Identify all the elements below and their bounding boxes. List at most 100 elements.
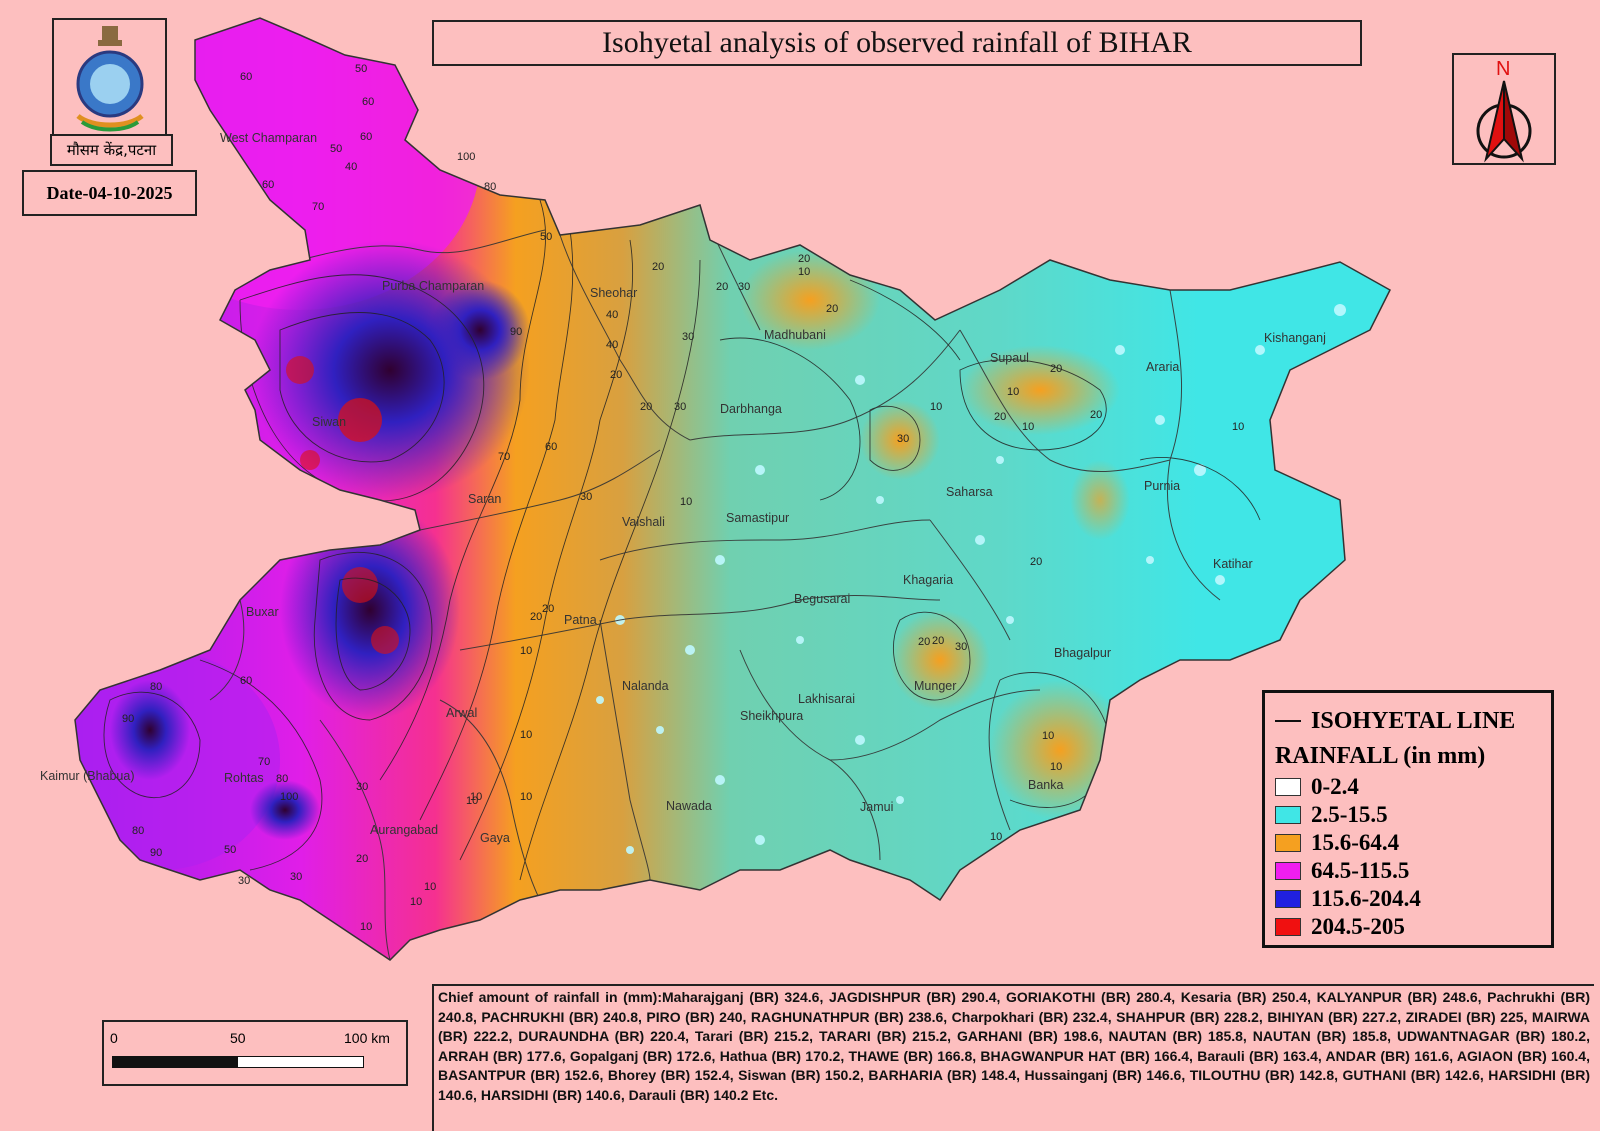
district-label: Jamui [860,800,893,814]
district-label: Katihar [1213,557,1253,571]
contour-label: 40 [606,309,618,321]
isohyet-line-swatch [1275,720,1301,722]
legend-label: 115.6-204.4 [1311,886,1421,911]
legend-item: 204.5-205 [1275,913,1541,941]
contour-label: 50 [540,231,552,243]
contour-label: 30 [897,433,909,445]
chief-rainfall-box: Chief amount of rainfall in (mm):Maharaj… [432,984,1594,1131]
contour-label: 100 [457,151,475,163]
contour-label: 80 [484,181,496,193]
district-label: Saran [468,492,501,506]
contour-label: 40 [606,339,618,351]
legend-swatch [1275,862,1301,880]
district-label: Supaul [990,351,1029,365]
contour-label: 10 [520,729,532,741]
contour-label: 80 [276,773,288,785]
contour-label: 30 [238,875,250,887]
district-label: Madhubani [764,328,826,342]
contour-label: 20 [356,853,368,865]
scale-bar-box: 0 50 100 km [102,1020,408,1086]
contour-label: 90 [510,326,522,338]
imd-logo-box: मौसम केंद्र,पटना [50,18,173,166]
district-label: Aurangabad [370,823,438,837]
legend-item: 64.5-115.5 [1275,857,1541,885]
contour-label: 30 [356,781,368,793]
contour-label: 20 [640,401,652,413]
district-label: Araria [1146,360,1179,374]
district-label: Siwan [312,415,346,429]
contour-label: 10 [520,645,532,657]
legend-swatch [1275,806,1301,824]
contour-label: 20 [1090,409,1102,421]
contour-label: 10 [990,831,1002,843]
district-label: Sheohar [590,286,637,300]
legend-swatch [1275,778,1301,796]
contour-label: 60 [545,441,557,453]
legend-swatch [1275,834,1301,852]
title-box: Isohyetal analysis of observed rainfall … [432,20,1362,66]
contour-label: 10 [1232,421,1244,433]
contour-label: 10 [1007,386,1019,398]
scale-label-zero: 0 [110,1030,118,1046]
contour-label: 20 [1030,556,1042,568]
contour-label: 40 [345,161,357,173]
district-label: Samastipur [726,511,789,525]
legend-isohyet-label: ISOHYETAL LINE [1311,707,1516,734]
legend-swatch [1275,918,1301,936]
scale-label-mid: 50 [230,1030,246,1046]
contour-label: 70 [258,756,270,768]
contour-label: 10 [930,401,942,413]
contour-label: 10 [680,496,692,508]
legend-item: 115.6-204.4 [1275,885,1541,913]
contour-label: 20 [826,303,838,315]
district-label: Munger [914,679,956,693]
district-label: Bhagalpur [1054,646,1111,660]
contour-label: 30 [955,641,967,653]
contour-label: 30 [674,401,686,413]
district-label: Vaishali [622,515,665,529]
contour-label: 10 [1050,761,1062,773]
contour-label: 60 [240,71,252,83]
district-label: Begusarai [794,592,850,606]
contour-label: 30 [290,871,302,883]
contour-label: 30 [682,331,694,343]
district-label: West Champaran [220,131,317,145]
legend-label: 15.6-64.4 [1311,830,1400,855]
legend-item: 2.5-15.5 [1275,801,1541,829]
contour-label: 90 [150,847,162,859]
contour-label: 20 [994,411,1006,423]
north-arrow-box: N [1452,53,1556,165]
contour-label: 30 [738,281,750,293]
legend-label: 64.5-115.5 [1311,858,1410,883]
district-label: Saharsa [946,485,993,499]
contour-label: 10 [798,266,810,278]
legend-label: 0-2.4 [1311,774,1359,799]
district-label: Nawada [666,799,712,813]
district-label: Khagaria [903,573,953,587]
district-label: Arwal [446,706,477,720]
legend-isohyet-row: ISOHYETAL LINE [1275,703,1541,739]
district-label: Buxar [246,605,279,619]
district-label: Kaimur (Bhabua) [40,769,135,783]
district-label: Lakhisarai [798,692,855,706]
contour-label: 80 [132,825,144,837]
contour-label: 50 [330,143,342,155]
legend-item: 0-2.4 [1275,773,1541,801]
contour-label: 60 [240,675,252,687]
contour-label: 70 [312,201,324,213]
contour-label: 20 [798,253,810,265]
district-label: Nalanda [622,679,669,693]
district-label: Kishanganj [1264,331,1326,345]
district-label: Gaya [480,831,510,845]
map-title: Isohyetal analysis of observed rainfall … [602,26,1192,59]
legend-item: 15.6-64.4 [1275,829,1541,857]
contour-label: 10 [520,791,532,803]
contour-label: 30 [580,491,592,503]
legend-swatch [1275,890,1301,908]
contour-label: 20 [716,281,728,293]
office-label: मौसम केंद्र,पटना [50,134,173,166]
legend-label: 204.5-205 [1311,914,1405,939]
legend-title: RAINFALL (in mm) [1275,743,1486,769]
contour-label: 100 [280,791,298,803]
